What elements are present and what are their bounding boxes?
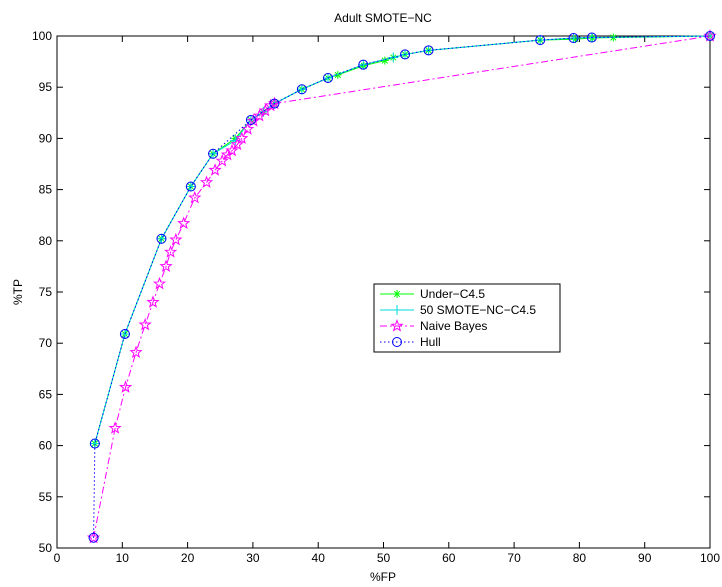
legend: Under−C4.5 50 SMOTE−NC−C4.5 Naive Bayes Hul…	[373, 283, 561, 353]
data-point	[400, 49, 411, 60]
data-point	[108, 421, 122, 434]
data-point	[245, 114, 256, 125]
data-point	[241, 122, 255, 135]
data-point	[358, 59, 369, 70]
y-tick-label: 95	[39, 80, 53, 94]
data-point	[119, 328, 130, 339]
data-point	[156, 233, 167, 244]
legend-item: 50 SMOTE−NC−C4.5	[380, 303, 536, 317]
y-axis-label: %TP	[11, 279, 25, 305]
data-point	[89, 438, 100, 449]
data-point	[705, 31, 715, 41]
legend-marker	[392, 305, 402, 315]
legend-box	[373, 283, 561, 353]
legend-item: Under−C4.5	[380, 287, 485, 301]
x-axis-label: %FP	[370, 570, 396, 584]
data-point	[164, 245, 178, 258]
data-point	[322, 72, 333, 83]
data-point	[208, 163, 222, 176]
data-point	[296, 84, 307, 95]
legend-marker	[390, 319, 404, 332]
x-tick-label: 20	[181, 551, 195, 565]
data-point	[188, 190, 202, 204]
legend-item: Naive Bayes	[380, 319, 487, 333]
data-point	[358, 59, 369, 70]
x-tick-label: 0	[54, 551, 61, 565]
data-point	[159, 259, 173, 273]
legend-label: 50 SMOTE−NC−C4.5	[420, 303, 536, 317]
x-tick-label: 100	[700, 551, 720, 565]
data-point	[568, 33, 579, 44]
legend-label: Hull	[420, 335, 441, 349]
data-point	[230, 135, 241, 146]
y-tick-label: 85	[39, 183, 53, 197]
x-tick-label: 30	[246, 551, 260, 565]
data-point	[118, 380, 133, 393]
data-point	[129, 345, 143, 359]
y-tick-label: 50	[39, 541, 53, 555]
y-tick-label: 90	[39, 131, 53, 145]
axis-ticks: 0 10 20 30 40 50 60 70 80 90 100 50 55 60 65 70 75 80 85 90…	[32, 29, 720, 565]
x-tick-label: 80	[573, 551, 587, 565]
data-point	[156, 233, 167, 244]
x-tick-label: 70	[507, 551, 521, 565]
y-tick-label: 100	[32, 29, 52, 43]
data-point	[423, 45, 434, 56]
data-point	[235, 131, 249, 145]
data-point	[535, 35, 546, 46]
legend-label: Naive Bayes	[420, 319, 487, 333]
x-tick-label: 10	[116, 551, 130, 565]
legend-marker	[393, 290, 401, 298]
y-tick-label: 70	[39, 336, 53, 350]
data-point	[119, 328, 130, 339]
x-tick-label: 90	[638, 551, 652, 565]
chart-title: Adult SMOTE−NC	[334, 11, 432, 25]
data-point	[208, 148, 219, 159]
y-tick-label: 80	[39, 234, 53, 248]
data-point	[89, 438, 100, 449]
data-point	[296, 84, 307, 95]
data-point	[568, 33, 579, 44]
series-3	[88, 31, 715, 543]
series-layer	[86, 29, 717, 544]
y-tick-label: 60	[39, 439, 53, 453]
x-tick-label: 50	[377, 551, 391, 565]
data-point	[185, 181, 196, 192]
data-point	[177, 216, 191, 230]
data-point	[586, 32, 597, 43]
data-point	[225, 143, 239, 157]
data-point	[230, 137, 244, 151]
x-tick-label: 40	[312, 551, 326, 565]
data-point	[138, 317, 152, 331]
legend-label: Under−C4.5	[420, 287, 485, 301]
legend-marker	[392, 337, 402, 347]
y-tick-label: 75	[39, 285, 53, 299]
data-point	[215, 153, 229, 167]
data-point	[269, 98, 280, 109]
x-tick-label: 60	[442, 551, 456, 565]
data-point	[152, 276, 167, 290]
data-point	[199, 175, 214, 189]
data-point	[88, 532, 99, 543]
legend-item: Hull	[380, 335, 441, 349]
data-point	[146, 295, 160, 308]
y-tick-label: 65	[39, 387, 53, 401]
y-tick-label: 55	[39, 490, 53, 504]
data-point	[169, 232, 183, 246]
data-point	[185, 181, 196, 192]
